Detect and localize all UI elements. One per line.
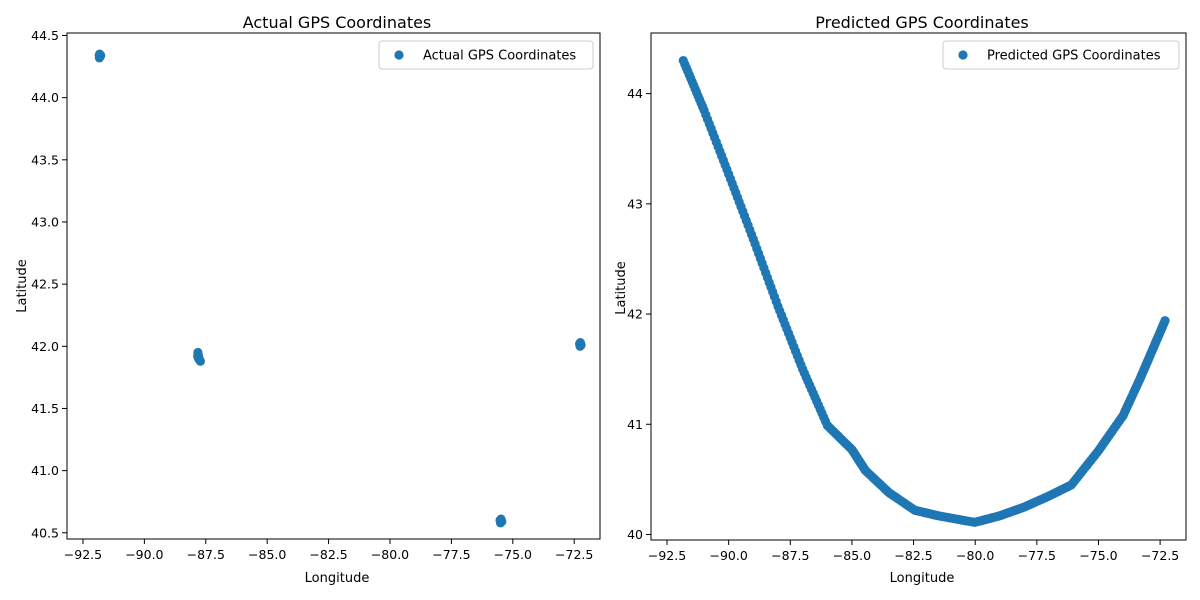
legend-label: Predicted GPS Coordinates bbox=[987, 49, 1161, 64]
plot-frame bbox=[650, 32, 1187, 541]
x-tick-label: −82.5 bbox=[309, 547, 347, 562]
x-tick-label: −82.5 bbox=[894, 548, 932, 563]
scatter-points bbox=[94, 49, 586, 528]
chart-title: Actual GPS Coordinates bbox=[243, 13, 432, 32]
plot-frame bbox=[66, 32, 601, 540]
legend-label: Actual GPS Coordinates bbox=[423, 49, 576, 64]
x-tick-label: −90.0 bbox=[710, 548, 748, 563]
data-point bbox=[95, 49, 105, 59]
x-tick-label: −72.5 bbox=[555, 547, 593, 562]
x-tick-label: −87.5 bbox=[187, 547, 225, 562]
x-axis-label: Longitude bbox=[890, 571, 955, 586]
y-tick-label: 42.5 bbox=[31, 277, 59, 292]
x-tick-label: −90.0 bbox=[125, 547, 163, 562]
x-tick-label: −77.5 bbox=[432, 547, 470, 562]
scatter-points bbox=[678, 55, 1170, 527]
data-point bbox=[193, 351, 203, 361]
x-tick-label: −85.0 bbox=[833, 548, 871, 563]
legend-marker bbox=[394, 50, 404, 60]
y-tick-label: 44.0 bbox=[31, 90, 59, 105]
y-tick-label: 43 bbox=[627, 196, 643, 211]
legend-marker bbox=[958, 50, 968, 60]
chart-panel-actual: Actual GPS Coordinates Longitude Latitud… bbox=[15, 13, 601, 586]
x-tick-label: −92.5 bbox=[648, 548, 686, 563]
y-axis-label: Latitude bbox=[15, 259, 30, 313]
x-tick-label: −92.5 bbox=[64, 547, 102, 562]
data-point bbox=[495, 518, 506, 528]
y-tick-label: 41.0 bbox=[31, 463, 59, 478]
y-tick-label: 43.5 bbox=[31, 152, 59, 167]
x-axis-label: Longitude bbox=[305, 571, 370, 586]
x-tick-label: −77.5 bbox=[1018, 548, 1056, 563]
y-axis-label: Latitude bbox=[614, 261, 629, 315]
x-tick-label: −80.0 bbox=[371, 547, 409, 562]
x-tick-label: −72.5 bbox=[1141, 548, 1179, 563]
x-tick-label: −80.0 bbox=[956, 548, 994, 563]
chart-title: Predicted GPS Coordinates bbox=[815, 13, 1029, 32]
legend-box bbox=[378, 40, 594, 70]
y-tick-label: 44.5 bbox=[31, 28, 59, 43]
x-tick-label: −87.5 bbox=[771, 548, 809, 563]
y-tick-label: 40.5 bbox=[31, 525, 59, 540]
y-tick-label: 40 bbox=[627, 527, 643, 542]
x-tick-label: −85.0 bbox=[248, 547, 286, 562]
y-tick-label: 42 bbox=[627, 307, 643, 322]
legend-box bbox=[942, 40, 1180, 70]
data-point bbox=[1160, 316, 1170, 326]
y-tick-label: 41 bbox=[627, 417, 643, 432]
y-tick-label: 43.0 bbox=[31, 214, 59, 229]
chart-panel-predicted: Predicted GPS Coordinates Longitude Lati… bbox=[614, 13, 1187, 586]
y-tick-label: 42.0 bbox=[31, 339, 59, 354]
x-tick-label: −75.0 bbox=[1079, 548, 1117, 563]
y-tick-label: 41.5 bbox=[31, 401, 59, 416]
x-tick-label: −75.0 bbox=[494, 547, 532, 562]
data-point bbox=[575, 341, 585, 351]
y-tick-label: 44 bbox=[627, 86, 643, 101]
